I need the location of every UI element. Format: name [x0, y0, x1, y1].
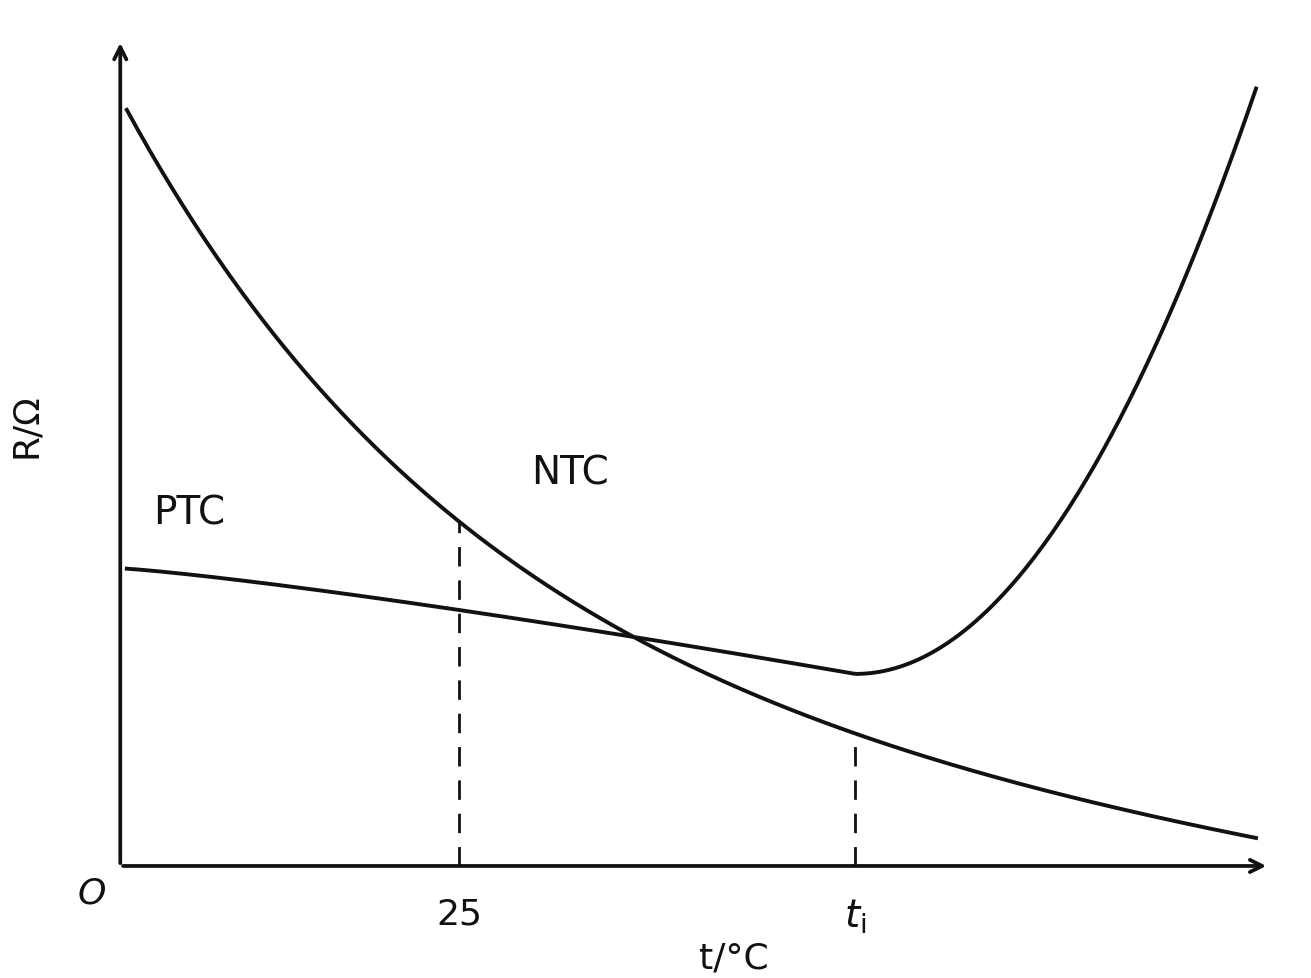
Text: NTC: NTC [531, 454, 608, 492]
Text: PTC: PTC [153, 495, 225, 532]
Text: $t_{\rm i}$: $t_{\rm i}$ [844, 897, 867, 935]
Text: t/°C: t/°C [699, 940, 768, 974]
Text: R/Ω: R/Ω [9, 392, 43, 457]
Text: 25: 25 [437, 897, 482, 931]
Text: O: O [77, 876, 106, 910]
